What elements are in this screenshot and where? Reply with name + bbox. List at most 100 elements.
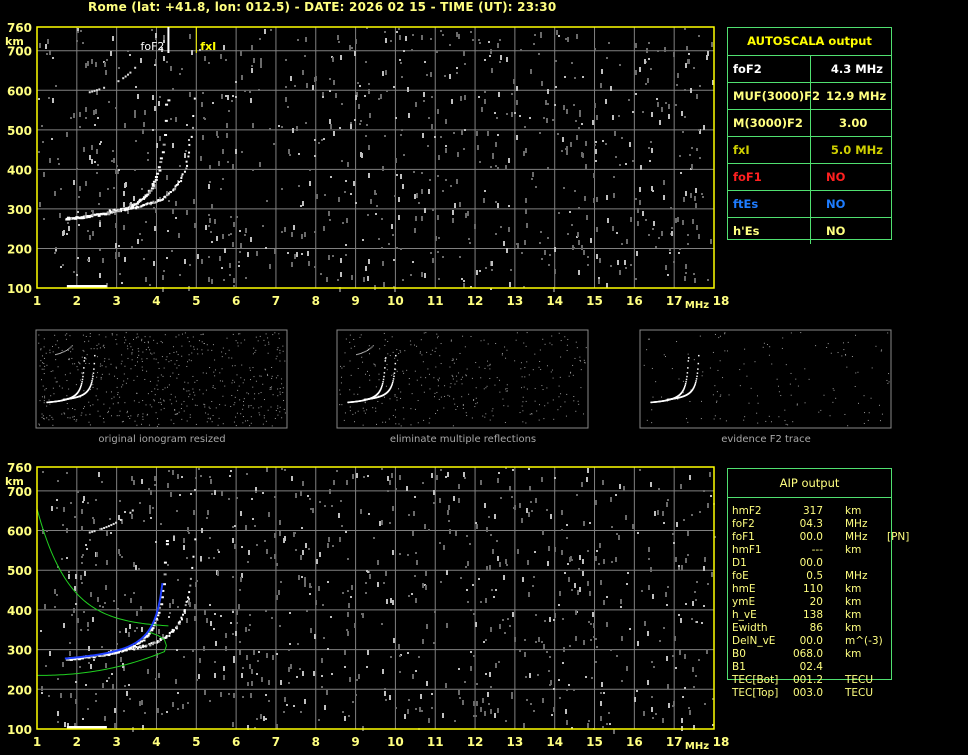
thumbnail-noise bbox=[777, 385, 779, 387]
noise-echo bbox=[694, 196, 696, 201]
noise-echo bbox=[379, 521, 381, 526]
noise-echo bbox=[324, 194, 326, 196]
trace-echo bbox=[91, 214, 95, 217]
noise-echo bbox=[66, 472, 68, 474]
noise-echo bbox=[616, 232, 618, 234]
noise-echo bbox=[238, 261, 240, 263]
noise-echo bbox=[438, 278, 440, 280]
noise-echo bbox=[615, 156, 617, 158]
thumbnail-noise bbox=[270, 406, 272, 408]
noise-echo bbox=[220, 615, 222, 617]
noise-echo bbox=[698, 35, 700, 37]
thumbnail-noise bbox=[536, 410, 538, 412]
noise-echo bbox=[290, 76, 292, 81]
noise-echo bbox=[329, 119, 331, 124]
aip-value: --- bbox=[811, 544, 823, 556]
noise-echo bbox=[321, 686, 323, 688]
thumbnail-noise bbox=[52, 370, 54, 372]
noise-echo bbox=[585, 141, 587, 146]
noise-echo bbox=[424, 208, 426, 213]
noise-echo bbox=[307, 251, 309, 256]
noise-echo bbox=[422, 583, 424, 588]
noise-echo bbox=[320, 273, 322, 275]
thumbnail-noise bbox=[646, 419, 648, 421]
noise-echo bbox=[77, 618, 79, 623]
noise-echo bbox=[273, 143, 275, 145]
thumbnail-noise bbox=[111, 398, 113, 400]
noise-echo bbox=[628, 99, 630, 101]
thumbnail-noise bbox=[204, 404, 206, 406]
noise-echo bbox=[104, 602, 106, 604]
trace-echo bbox=[192, 115, 195, 118]
noise-echo bbox=[206, 618, 208, 623]
noise-echo bbox=[616, 655, 618, 657]
thumbnail-noise bbox=[154, 394, 156, 396]
noise-echo bbox=[352, 474, 354, 479]
noise-echo bbox=[235, 96, 237, 98]
thumbnail-noise bbox=[64, 413, 66, 415]
noise-echo bbox=[593, 636, 595, 638]
freq-tick-label: 15 bbox=[586, 735, 603, 749]
thumbnail-noise bbox=[722, 377, 724, 379]
noise-echo bbox=[297, 39, 299, 41]
thumbnail-trace bbox=[695, 380, 697, 382]
thumbnail-noise bbox=[218, 417, 220, 419]
noise-echo bbox=[149, 284, 151, 286]
noise-echo bbox=[42, 529, 44, 534]
thumbnail-noise bbox=[70, 351, 72, 353]
noise-echo bbox=[235, 149, 237, 154]
thumbnail-noise bbox=[437, 378, 439, 380]
trace-echo bbox=[164, 636, 167, 639]
aip-extra bbox=[887, 596, 917, 609]
noise-echo bbox=[571, 727, 573, 729]
trace-echo bbox=[108, 209, 111, 212]
noise-echo bbox=[415, 552, 417, 554]
noise-echo bbox=[673, 261, 675, 263]
thumbnail-noise bbox=[362, 407, 364, 409]
noise-echo bbox=[344, 666, 346, 668]
noise-echo bbox=[425, 571, 427, 576]
noise-echo bbox=[469, 543, 471, 545]
trace-echo bbox=[137, 641, 141, 644]
thumbnail-noise bbox=[43, 402, 45, 404]
trace-echo bbox=[163, 573, 167, 576]
noise-echo bbox=[247, 725, 249, 730]
noise-echo bbox=[511, 112, 513, 117]
noise-echo bbox=[151, 29, 153, 31]
thumbnail-caption-evidence: evidence F2 trace bbox=[721, 434, 811, 445]
noise-echo bbox=[134, 110, 136, 115]
trace-echo bbox=[155, 200, 158, 203]
noise-echo bbox=[66, 132, 68, 137]
thumbnail-noise bbox=[279, 391, 281, 393]
noise-echo bbox=[357, 82, 359, 84]
noise-echo bbox=[83, 496, 85, 501]
thumbnail-noise bbox=[714, 415, 716, 417]
noise-echo bbox=[153, 261, 155, 266]
aip-unit bbox=[845, 557, 887, 570]
noise-echo bbox=[549, 254, 551, 256]
thumbnail-noise bbox=[161, 356, 163, 358]
noise-echo bbox=[579, 555, 581, 560]
noise-echo bbox=[621, 137, 623, 139]
thumbnail-noise bbox=[567, 338, 569, 340]
thumbnail-noise bbox=[158, 402, 160, 404]
thumbnail-noise bbox=[754, 361, 756, 363]
trace-echo bbox=[122, 649, 125, 652]
noise-echo bbox=[183, 545, 185, 550]
thumbnail-noise bbox=[272, 394, 274, 396]
noise-echo bbox=[355, 202, 357, 204]
thumbnail-noise bbox=[138, 401, 140, 403]
thumbnail-noise bbox=[790, 372, 792, 374]
aip-row: foF2 04.3 MHz bbox=[732, 518, 917, 531]
noise-echo bbox=[96, 90, 98, 95]
noise-echo bbox=[223, 675, 225, 680]
noise-echo bbox=[412, 261, 414, 263]
noise-echo bbox=[489, 55, 491, 57]
aip-row: B1 02.4 bbox=[732, 661, 917, 674]
multi-hop-echo bbox=[103, 526, 106, 529]
thumbnail-noise bbox=[847, 425, 849, 427]
noise-echo bbox=[142, 725, 144, 730]
thumbnail-noise bbox=[450, 339, 452, 341]
thumbnail-noise bbox=[276, 355, 278, 357]
noise-echo bbox=[292, 128, 294, 133]
